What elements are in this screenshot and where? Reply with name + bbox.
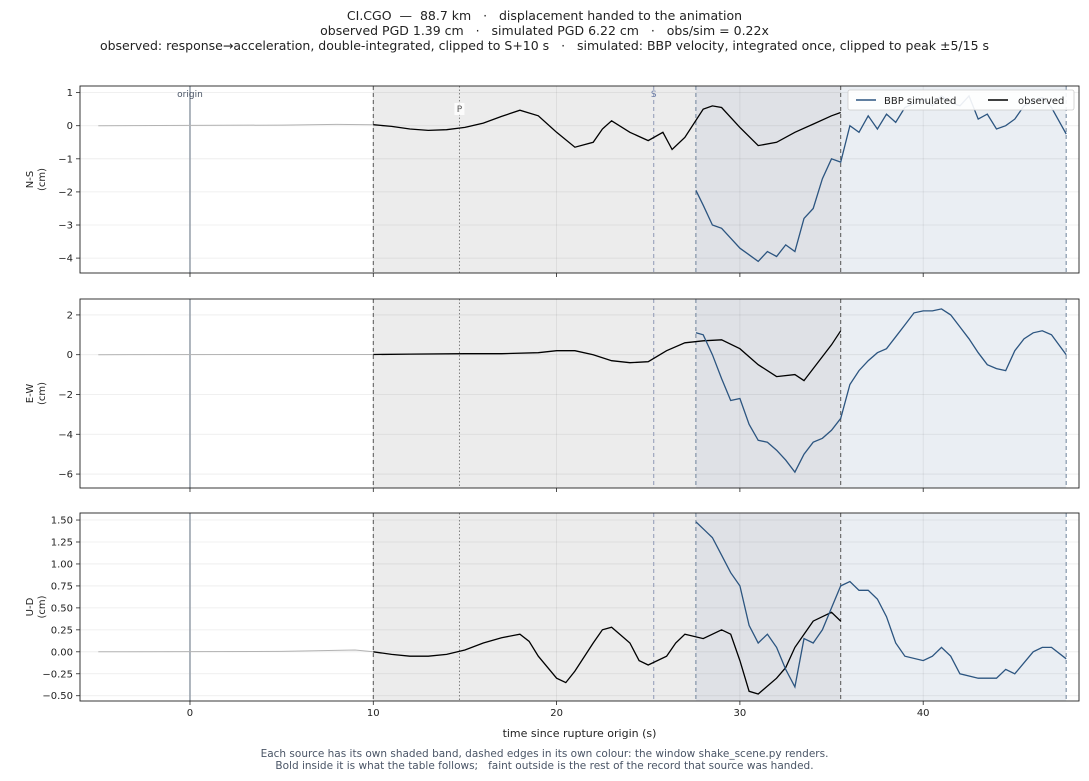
y-tick-label: 1.00 bbox=[51, 559, 73, 570]
simulated-series bbox=[695, 308, 1067, 474]
y-tick-label: 1.25 bbox=[51, 537, 73, 548]
chart-title-line-1: CI.CGO — 88.7 km · displacement handed t… bbox=[346, 8, 743, 23]
x-tick-label: 10 bbox=[367, 708, 380, 719]
p-arrival-label: P bbox=[457, 105, 463, 115]
y-tick-label: 2 bbox=[67, 310, 73, 321]
simulated-series bbox=[695, 521, 1067, 689]
y-axis-label-name: N-S bbox=[25, 171, 36, 188]
panel-e-w: 2 0 −2 −4 −6 E-W (cm) bbox=[25, 298, 1080, 492]
s-arrival-label: S bbox=[651, 90, 657, 100]
legend-box bbox=[847, 89, 1075, 111]
panel-frame bbox=[79, 85, 1080, 274]
y-tick-label: −4 bbox=[58, 254, 73, 265]
y-tick-label: 1 bbox=[67, 88, 73, 99]
legend-observed-label: observed bbox=[1018, 96, 1064, 107]
observed-series bbox=[373, 611, 842, 695]
origin-label: origin bbox=[177, 90, 203, 100]
y-tick-label: −0.25 bbox=[42, 669, 73, 680]
overlap-window-band bbox=[695, 299, 841, 488]
y-axis-label-unit: (cm) bbox=[37, 382, 48, 405]
x-tick-label: 30 bbox=[734, 708, 747, 719]
panel-frame bbox=[79, 298, 1080, 489]
y-axis-label-unit: (cm) bbox=[37, 595, 48, 618]
y-tick-label: 0.75 bbox=[51, 581, 73, 592]
y-tick-label: −1 bbox=[58, 154, 73, 165]
y-tick-label: 0 bbox=[67, 121, 73, 132]
panel-n-s: origin P S 1 0 −1 −2 −3 −4 N-S (cm) BBP simulated ob… bbox=[25, 85, 1080, 277]
x-tick-label: 40 bbox=[917, 708, 930, 719]
y-tick-label: −2 bbox=[58, 390, 73, 401]
x-tick-label: 0 bbox=[187, 708, 193, 719]
y-axis-label-name: E-W bbox=[25, 384, 36, 404]
panel-u-d: 1.50 1.25 1.00 0.75 0.50 0.25 0.00 −0.25 −0.50 0 1… bbox=[25, 512, 1080, 719]
overlap-window-band bbox=[695, 86, 841, 273]
y-tick-label: −4 bbox=[58, 430, 73, 441]
y-tick-label: −2 bbox=[58, 187, 73, 198]
chart-title-line-2: observed PGD 1.39 cm · simulated PGD 6.2… bbox=[320, 23, 769, 38]
y-tick-label: 0.00 bbox=[51, 647, 73, 658]
observed-series-faint bbox=[98, 123, 374, 127]
y-tick-label: 0 bbox=[67, 350, 73, 361]
observed-series-faint bbox=[98, 649, 374, 653]
y-axis-label: N-S (cm) bbox=[25, 168, 48, 191]
observed-series bbox=[373, 105, 841, 151]
y-tick-label: 1.50 bbox=[51, 516, 73, 527]
y-tick-label: −3 bbox=[58, 221, 73, 232]
y-tick-label: −0.50 bbox=[42, 691, 73, 702]
chart-footnote-line-2: Bold inside it is what the table follows… bbox=[275, 760, 814, 772]
legend-simulated-label: BBP simulated bbox=[884, 96, 956, 107]
y-tick-label: 0.50 bbox=[51, 603, 73, 614]
y-tick-label: 0.25 bbox=[51, 625, 73, 636]
y-axis-label-unit: (cm) bbox=[37, 168, 48, 191]
overlap-window-band bbox=[695, 513, 841, 701]
y-tick-label: −6 bbox=[58, 470, 73, 481]
chart-title-line-3: observed: response→acceleration, double-… bbox=[99, 38, 990, 53]
chart-footnote-line-1: Each source has its own shaded band, das… bbox=[260, 748, 829, 760]
legend: BBP simulated observed bbox=[847, 89, 1075, 111]
x-tick-label: 20 bbox=[550, 708, 563, 719]
y-axis-label-name: U-D bbox=[25, 597, 36, 616]
x-axis-label: time since rupture origin (s) bbox=[503, 727, 657, 740]
panel-frame bbox=[79, 512, 1080, 702]
observed-series bbox=[373, 330, 842, 382]
y-axis-label: E-W (cm) bbox=[25, 382, 48, 405]
y-axis-label: U-D (cm) bbox=[25, 595, 48, 618]
simulated-series bbox=[695, 94, 1067, 263]
